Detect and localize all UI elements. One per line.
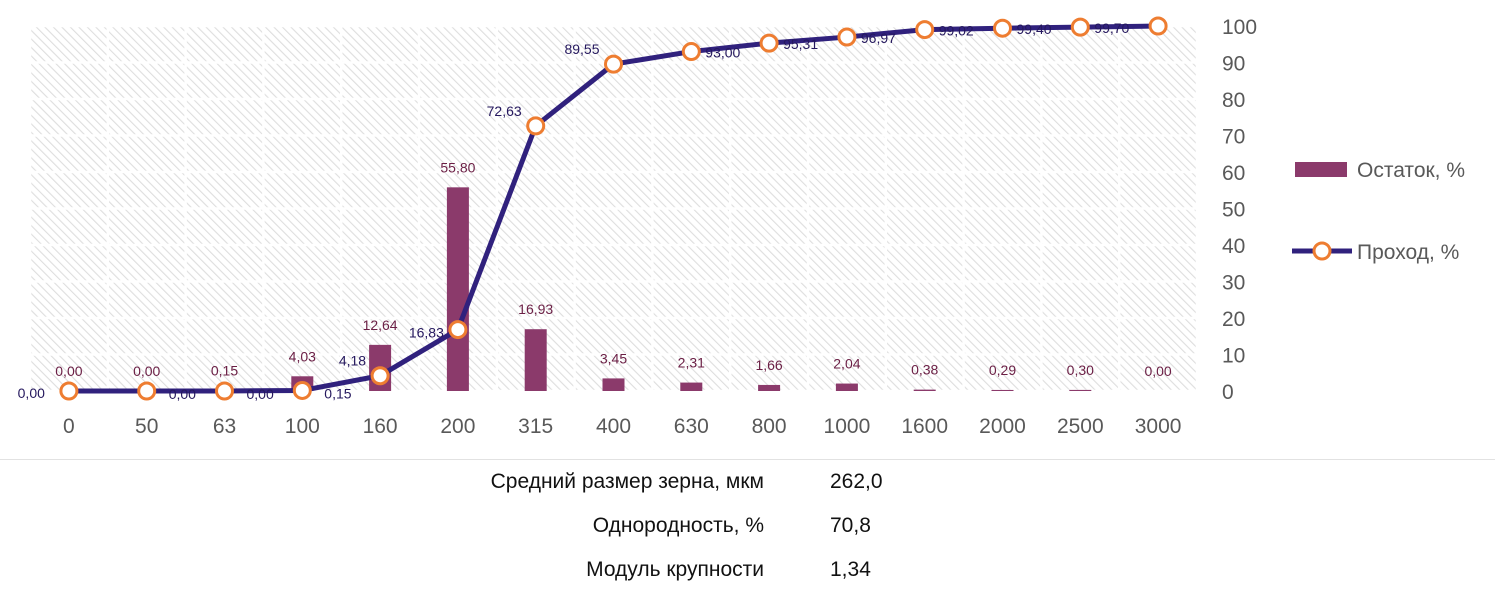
point-prokhod-315: [526, 116, 546, 136]
bar-ostatok-315: [524, 329, 547, 391]
bar-ostatok-630: [680, 382, 703, 391]
x-tick-label: 1000: [824, 415, 871, 438]
y-tick-label: 20: [1222, 308, 1245, 331]
x-tick-label: 50: [135, 415, 158, 438]
bar-label: 0,00: [133, 363, 160, 379]
bar-label: 0,30: [1067, 362, 1094, 378]
x-tick-label: 800: [752, 415, 787, 438]
x-tick-label: 2500: [1057, 415, 1104, 438]
bar-label: 0,00: [1144, 363, 1171, 379]
line-label: 16,83: [409, 325, 444, 341]
bar-label: 0,15: [211, 362, 238, 378]
line-label: 99,70: [1094, 20, 1129, 36]
chart: 0,00 0,00 0,15 4,03 12,64 55,80 16,93 3,45 2,31 1…: [18, 16, 1465, 438]
bar-label: 3,45: [600, 350, 627, 366]
bar-label: 2,31: [678, 355, 705, 371]
point-prokhod-50: [137, 381, 157, 401]
x-tick-label: 400: [596, 415, 631, 438]
x-tick-label: 160: [363, 415, 398, 438]
x-tick-label: 315: [518, 415, 553, 438]
y-tick-label: 70: [1222, 126, 1245, 149]
line-label: 72,63: [487, 103, 522, 119]
stat-label: Средний размер зерна, мкм: [490, 470, 764, 493]
bar-ostatok-1600: [913, 389, 936, 391]
line-label: 89,55: [564, 41, 599, 57]
point-prokhod-400: [604, 54, 623, 74]
line-label: 0,00: [247, 386, 274, 402]
point-prokhod-1600: [915, 20, 935, 40]
bar-label: 1,66: [755, 357, 782, 373]
point-prokhod-100: [292, 380, 312, 400]
bar-label: 12,64: [363, 317, 398, 333]
bar-label: 0,38: [911, 362, 938, 378]
legend-swatch-ostatok: [1295, 162, 1347, 177]
divider: [0, 459, 1495, 460]
line-label: 0,00: [18, 385, 45, 401]
y-tick-label: 0: [1222, 381, 1234, 404]
line-label: 0,15: [324, 385, 351, 401]
bar-label: 0,29: [989, 362, 1016, 378]
point-prokhod-2500: [1070, 17, 1090, 37]
line-label: 95,31: [783, 36, 818, 52]
bar-ostatok-2500: [1069, 389, 1092, 391]
stat-value: 262,0: [830, 470, 883, 493]
y-tick-label: 30: [1222, 272, 1245, 295]
y-tick-label: 80: [1222, 89, 1245, 112]
bar-ostatok-2000: [991, 389, 1014, 391]
point-prokhod-1000: [837, 27, 857, 47]
bar-ostatok-200: [446, 187, 469, 391]
point-prokhod-160: [370, 366, 390, 386]
x-tick-label: 3000: [1135, 415, 1182, 438]
x-tick-label: 0: [63, 415, 75, 438]
line-label: 99,02: [939, 23, 974, 39]
x-tick-label: 100: [285, 415, 320, 438]
stat-value: 1,34: [830, 558, 871, 581]
bar-ostatok-1000: [835, 383, 858, 391]
bar-ostatok-800: [758, 384, 781, 391]
line-label: 96,97: [861, 30, 896, 46]
y-tick-label: 10: [1222, 345, 1245, 368]
y-tick-label: 100: [1222, 16, 1257, 39]
stat-label: Модуль крупности: [586, 558, 764, 581]
bar-label: 55,80: [440, 159, 475, 175]
x-tick-label: 200: [440, 415, 475, 438]
point-prokhod-3000: [1148, 16, 1168, 36]
point-prokhod-0: [59, 381, 79, 401]
x-tick-label: 1600: [901, 415, 948, 438]
bar-label: 2,04: [833, 356, 860, 372]
line-label: 0,00: [169, 386, 196, 402]
bar-ostatok-400: [602, 378, 625, 391]
x-tick-label: 63: [213, 415, 236, 438]
point-prokhod-63: [215, 381, 234, 401]
line-label: 99,40: [1017, 21, 1052, 37]
y-tick-label: 40: [1222, 235, 1245, 258]
stat-row-mean-grain: Средний размер зерна, мкм 262,0: [0, 470, 1495, 510]
bar-label: 4,03: [289, 348, 316, 364]
point-prokhod-2000: [993, 18, 1012, 38]
legend-label-ostatok: Остаток, %: [1357, 159, 1465, 182]
point-prokhod-630: [681, 42, 701, 62]
x-tick-label: 630: [674, 415, 709, 438]
legend-marker-prokhod: [1312, 241, 1332, 261]
y-tick-label: 90: [1222, 53, 1245, 76]
point-prokhod-800: [759, 33, 779, 53]
stat-row-uniformity: Однородность, % 70,8: [0, 514, 1495, 554]
x-tick-label: 2000: [979, 415, 1026, 438]
y-tick-label: 60: [1222, 162, 1245, 185]
y-tick-label: 50: [1222, 199, 1245, 222]
stat-value: 70,8: [830, 514, 871, 537]
line-label: 4,18: [339, 353, 366, 369]
point-prokhod-200: [448, 320, 468, 340]
line-label: 93,00: [705, 45, 740, 61]
stat-row-fineness-modulus: Модуль крупности 1,34: [0, 558, 1495, 598]
bar-label: 16,93: [518, 301, 553, 317]
stat-label: Однородность, %: [592, 514, 764, 537]
bar-label: 0,00: [55, 363, 82, 379]
legend-label-prokhod: Проход, %: [1357, 241, 1459, 264]
